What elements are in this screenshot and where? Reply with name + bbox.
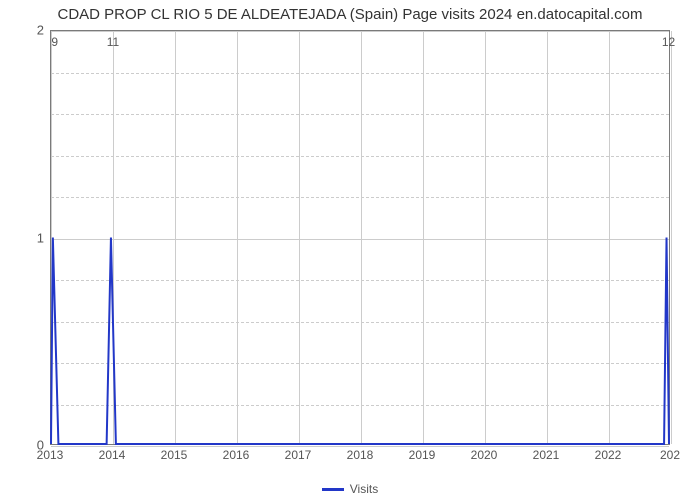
series-line (51, 238, 669, 445)
y-tick-label: 1 (4, 230, 44, 245)
x-tick-label: 2022 (595, 448, 622, 462)
x-tick-label: 2019 (409, 448, 436, 462)
x-tick-label: 2018 (347, 448, 374, 462)
legend-swatch (322, 488, 344, 491)
legend: Visits (0, 482, 700, 496)
chart-container: CDAD PROP CL RIO 5 DE ALDEATEJADA (Spain… (0, 0, 700, 500)
chart-line (51, 31, 669, 444)
x-tick-label: 2015 (161, 448, 188, 462)
grid-h (51, 446, 669, 447)
grid-v (671, 31, 672, 444)
legend-label: Visits (350, 482, 378, 496)
x-tick-label: 2021 (533, 448, 560, 462)
x-tick-label: 2014 (99, 448, 126, 462)
x-tick-label: 2017 (285, 448, 312, 462)
y-tick-label: 2 (4, 23, 44, 38)
x-tick-label: 2020 (471, 448, 498, 462)
plot-area: 91112 (50, 30, 670, 445)
x-tick-label: 2016 (223, 448, 250, 462)
x-tick-label: 202 (660, 448, 680, 462)
x-tick-label: 2013 (37, 448, 64, 462)
chart-title: CDAD PROP CL RIO 5 DE ALDEATEJADA (Spain… (0, 6, 700, 23)
